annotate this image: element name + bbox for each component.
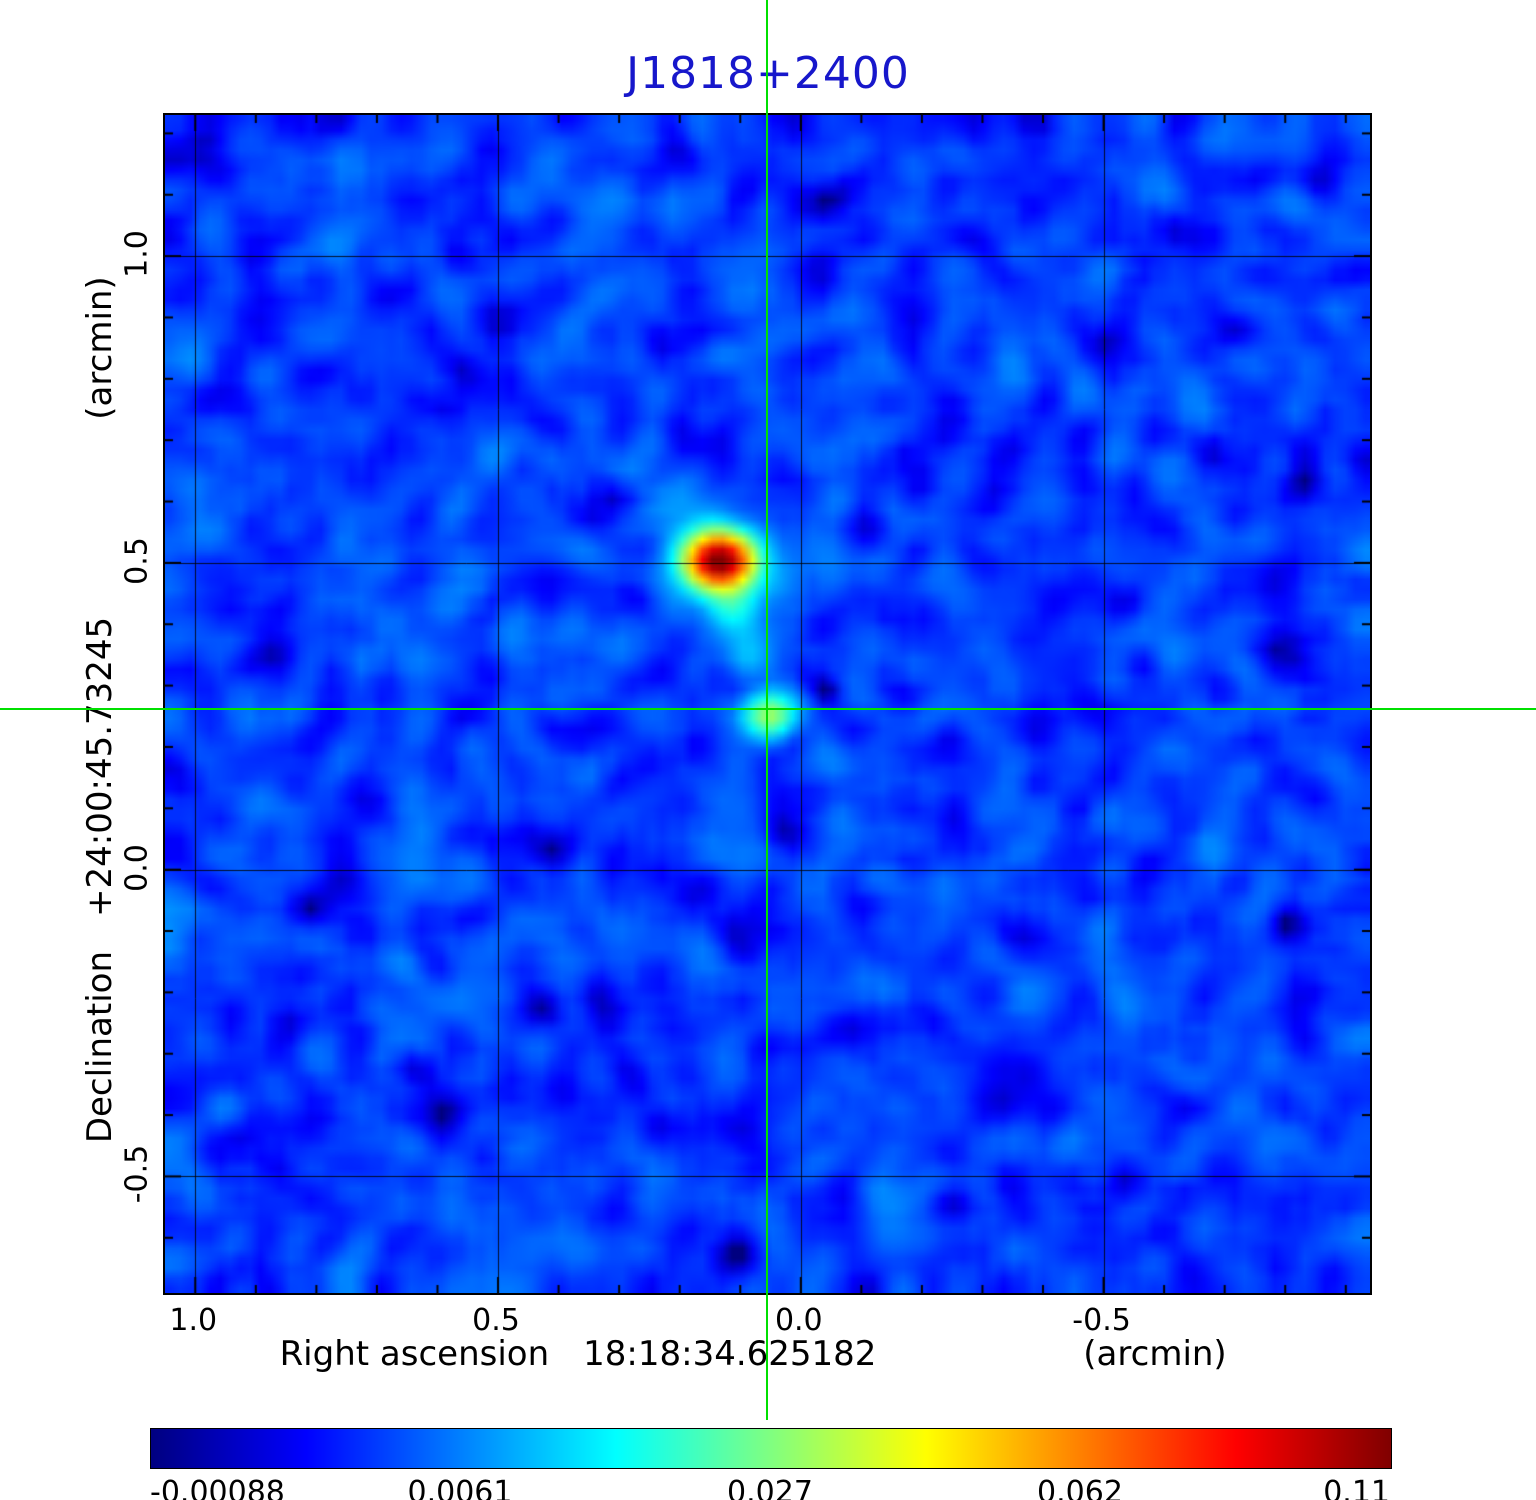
y-tick-label: 0.0 bbox=[119, 843, 155, 892]
colorbar-tick-label: 0.0061 bbox=[407, 1475, 513, 1500]
x-tick-label: 0.5 bbox=[472, 1303, 520, 1338]
y-axis-unit: (arcmin) bbox=[80, 276, 120, 420]
crosshair-horizontal-line bbox=[0, 708, 1536, 711]
image-title: J1818+2400 bbox=[626, 48, 910, 99]
x-axis-label: Right ascension 18:18:34.625182 bbox=[280, 1334, 877, 1374]
colorbar-tick-label: -0.00088 bbox=[150, 1475, 285, 1500]
y-axis-name: Declination bbox=[80, 950, 120, 1144]
x-axis-unit: (arcmin) bbox=[1083, 1334, 1227, 1374]
colorbar-tick-label: 0.027 bbox=[727, 1475, 813, 1500]
y-axis-label: Declination +24:00:45.73245 bbox=[80, 617, 120, 1143]
intensity-colorbar bbox=[150, 1428, 1392, 1469]
x-axis-name: Right ascension bbox=[279, 1334, 550, 1374]
colorbar-tick-label: 0.11 bbox=[1323, 1475, 1390, 1500]
colorbar-tick-label: 0.062 bbox=[1037, 1475, 1123, 1500]
y-tick-label: 0.5 bbox=[119, 537, 155, 585]
x-axis-coordinate: 18:18:34.625182 bbox=[583, 1334, 877, 1374]
x-tick-label: 1.0 bbox=[169, 1303, 218, 1338]
y-tick-label: -0.5 bbox=[119, 1145, 155, 1204]
y-tick-label: 1.0 bbox=[119, 230, 155, 278]
x-tick-label: 0.0 bbox=[774, 1303, 823, 1338]
y-axis-coordinate: +24:00:45.73245 bbox=[80, 616, 120, 917]
x-tick-label: -0.5 bbox=[1072, 1303, 1131, 1338]
